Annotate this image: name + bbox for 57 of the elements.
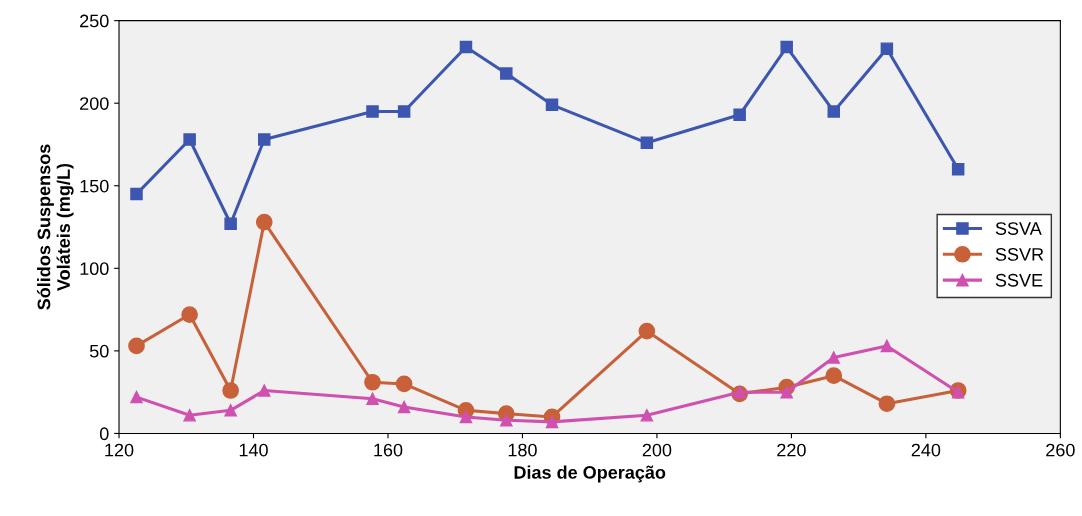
point: [397, 400, 411, 414]
point: [733, 108, 746, 122]
point: [500, 67, 513, 80]
point: [825, 367, 843, 384]
point: [638, 322, 656, 340]
x-tick-label: 120: [105, 443, 134, 457]
point: [258, 384, 271, 397]
legend-label: SSVE: [995, 273, 1043, 287]
point: [500, 413, 513, 427]
point: [827, 351, 841, 364]
point: [545, 98, 559, 112]
point: [545, 415, 559, 429]
x-tick-label: 260: [1046, 443, 1075, 457]
point: [780, 385, 793, 399]
x-axis-title: Dias de Operação: [514, 465, 666, 483]
y-tick-label: 200: [80, 97, 109, 110]
x-tick-label: 200: [642, 443, 672, 457]
point: [183, 133, 196, 146]
point: [640, 136, 654, 150]
y-tick-label: 50: [89, 344, 109, 358]
point: [827, 105, 841, 118]
point: [258, 133, 271, 146]
point: [878, 395, 896, 413]
point: [395, 375, 413, 393]
point: [880, 42, 894, 55]
legend-label: SSVR: [995, 248, 1044, 261]
point: [640, 409, 654, 422]
point: [130, 390, 143, 404]
y-tick-label: 150: [80, 179, 109, 193]
point: [951, 162, 965, 176]
x-tick-label: 160: [374, 443, 403, 457]
y-tick-label: 0: [99, 427, 109, 441]
point: [459, 410, 473, 424]
x-tick-label: 180: [508, 443, 537, 457]
x-tick-label: 140: [239, 443, 268, 457]
point: [255, 213, 273, 231]
y-axis-title: Sólidos Suspensos Voláteis (mg/L): [36, 144, 74, 310]
point: [222, 382, 239, 399]
point: [397, 105, 411, 118]
point: [733, 385, 746, 399]
x-tick-label: 220: [777, 443, 806, 457]
point: [224, 217, 237, 230]
point: [181, 306, 198, 323]
point: [780, 40, 793, 54]
point: [880, 339, 894, 353]
point: [130, 187, 143, 201]
y-tick-label: 250: [80, 14, 109, 28]
point: [459, 40, 473, 54]
legend-label: SSVA: [995, 222, 1042, 235]
point: [366, 105, 379, 118]
point: [364, 373, 381, 391]
x-tick-label: 240: [911, 443, 941, 457]
point: [366, 392, 379, 406]
point: [224, 404, 237, 417]
y-tick-label: 100: [80, 262, 109, 276]
point: [183, 409, 196, 422]
point: [128, 337, 145, 355]
